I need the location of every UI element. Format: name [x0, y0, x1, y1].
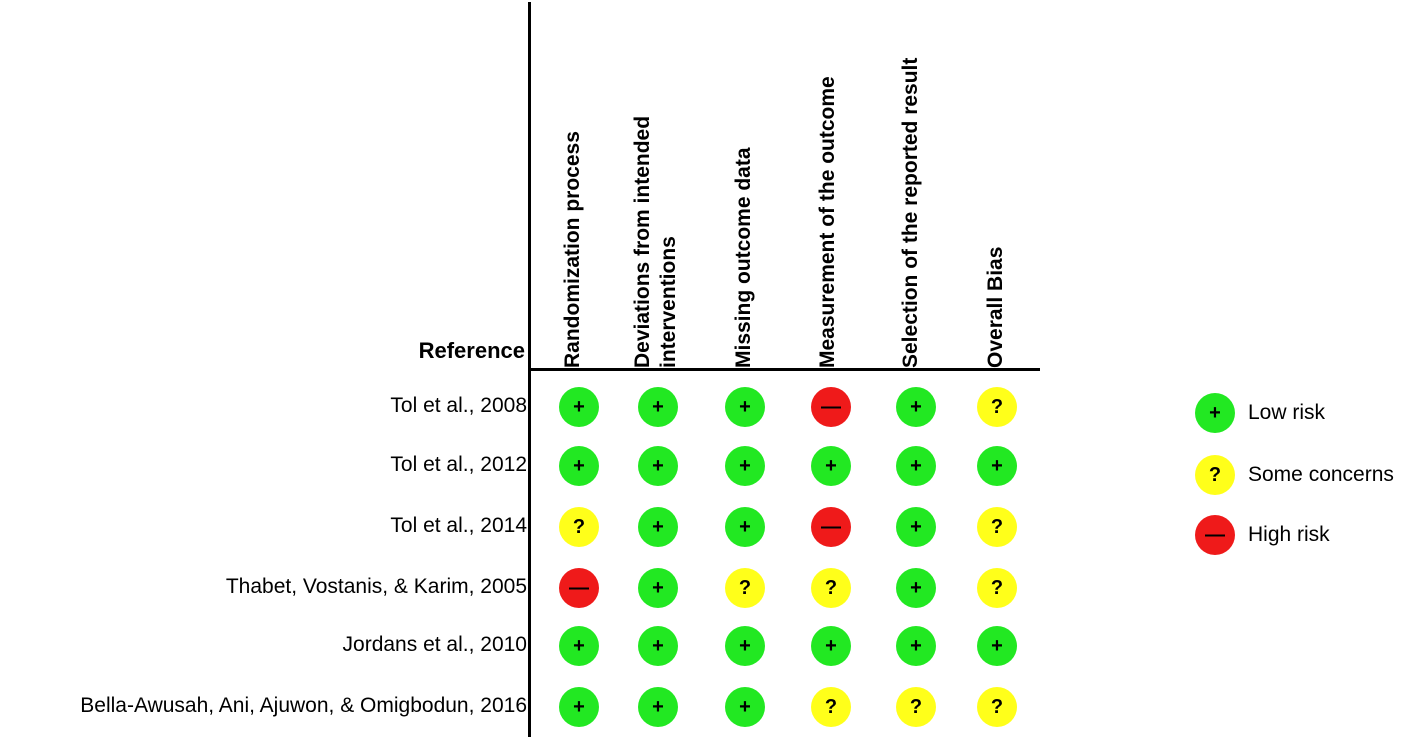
rating-low-icon: + [896, 568, 936, 608]
column-header-randomization: Randomization process [561, 131, 584, 368]
reference-label: Tol et al., 2008 [390, 394, 527, 417]
legend-label: Low risk [1248, 401, 1326, 424]
rating-low-icon: + [977, 626, 1017, 666]
header-divider [528, 368, 1040, 371]
legend-item-high: — High risk [1195, 514, 1330, 556]
legend-item-some: ? Some concerns [1195, 454, 1394, 496]
column-header-overall: Overall Bias [984, 246, 1007, 368]
column-header-missing-data: Missing outcome data [732, 147, 755, 368]
rating-low-icon: + [725, 387, 765, 427]
rating-low-icon: + [638, 446, 678, 486]
rating-low-icon: + [559, 446, 599, 486]
column-header-measurement: Measurement of the outcome [816, 76, 839, 368]
rating-some-icon: ? [811, 568, 851, 608]
rating-some-icon: ? [977, 507, 1017, 547]
rating-some-icon: ? [811, 687, 851, 727]
rating-low-icon: + [725, 446, 765, 486]
rating-low-icon: + [638, 626, 678, 666]
rating-low-icon: + [725, 507, 765, 547]
rating-low-icon: + [559, 387, 599, 427]
legend-high-icon: — [1195, 515, 1235, 555]
column-header-deviations: Deviations from intended interventions [631, 115, 680, 368]
rating-some-icon: ? [896, 687, 936, 727]
reference-label: Tol et al., 2014 [390, 514, 527, 537]
reference-label: Jordans et al., 2010 [342, 633, 527, 656]
rating-some-icon: ? [977, 387, 1017, 427]
reference-label: Bella-Awusah, Ani, Ajuwon, & Omigbodun, … [80, 694, 527, 717]
legend-item-low: + Low risk [1195, 392, 1325, 434]
rating-some-icon: ? [559, 507, 599, 547]
rating-low-icon: + [896, 387, 936, 427]
reference-header: Reference [418, 338, 525, 363]
legend-label: High risk [1248, 523, 1330, 546]
reference-label: Tol et al., 2012 [390, 453, 527, 476]
rating-some-icon: ? [977, 687, 1017, 727]
rating-low-icon: + [896, 626, 936, 666]
column-header-selection: Selection of the reported result [899, 57, 922, 368]
rating-low-icon: + [559, 626, 599, 666]
rating-low-icon: + [725, 687, 765, 727]
rating-low-icon: + [638, 387, 678, 427]
reference-label: Thabet, Vostanis, & Karim, 2005 [225, 575, 527, 598]
rating-low-icon: + [811, 626, 851, 666]
rating-low-icon: + [638, 568, 678, 608]
legend-low-icon: + [1195, 393, 1235, 433]
rating-low-icon: + [638, 687, 678, 727]
legend-some-icon: ? [1195, 455, 1235, 495]
rating-high-icon: — [811, 507, 851, 547]
rating-low-icon: + [811, 446, 851, 486]
rating-some-icon: ? [977, 568, 1017, 608]
legend-label: Some concerns [1248, 463, 1394, 486]
rating-high-icon: — [559, 568, 599, 608]
rating-high-icon: — [811, 387, 851, 427]
rating-low-icon: + [725, 626, 765, 666]
rating-low-icon: + [977, 446, 1017, 486]
rating-some-icon: ? [725, 568, 765, 608]
rating-low-icon: + [896, 446, 936, 486]
rating-low-icon: + [638, 507, 678, 547]
rating-low-icon: + [896, 507, 936, 547]
rating-low-icon: + [559, 687, 599, 727]
